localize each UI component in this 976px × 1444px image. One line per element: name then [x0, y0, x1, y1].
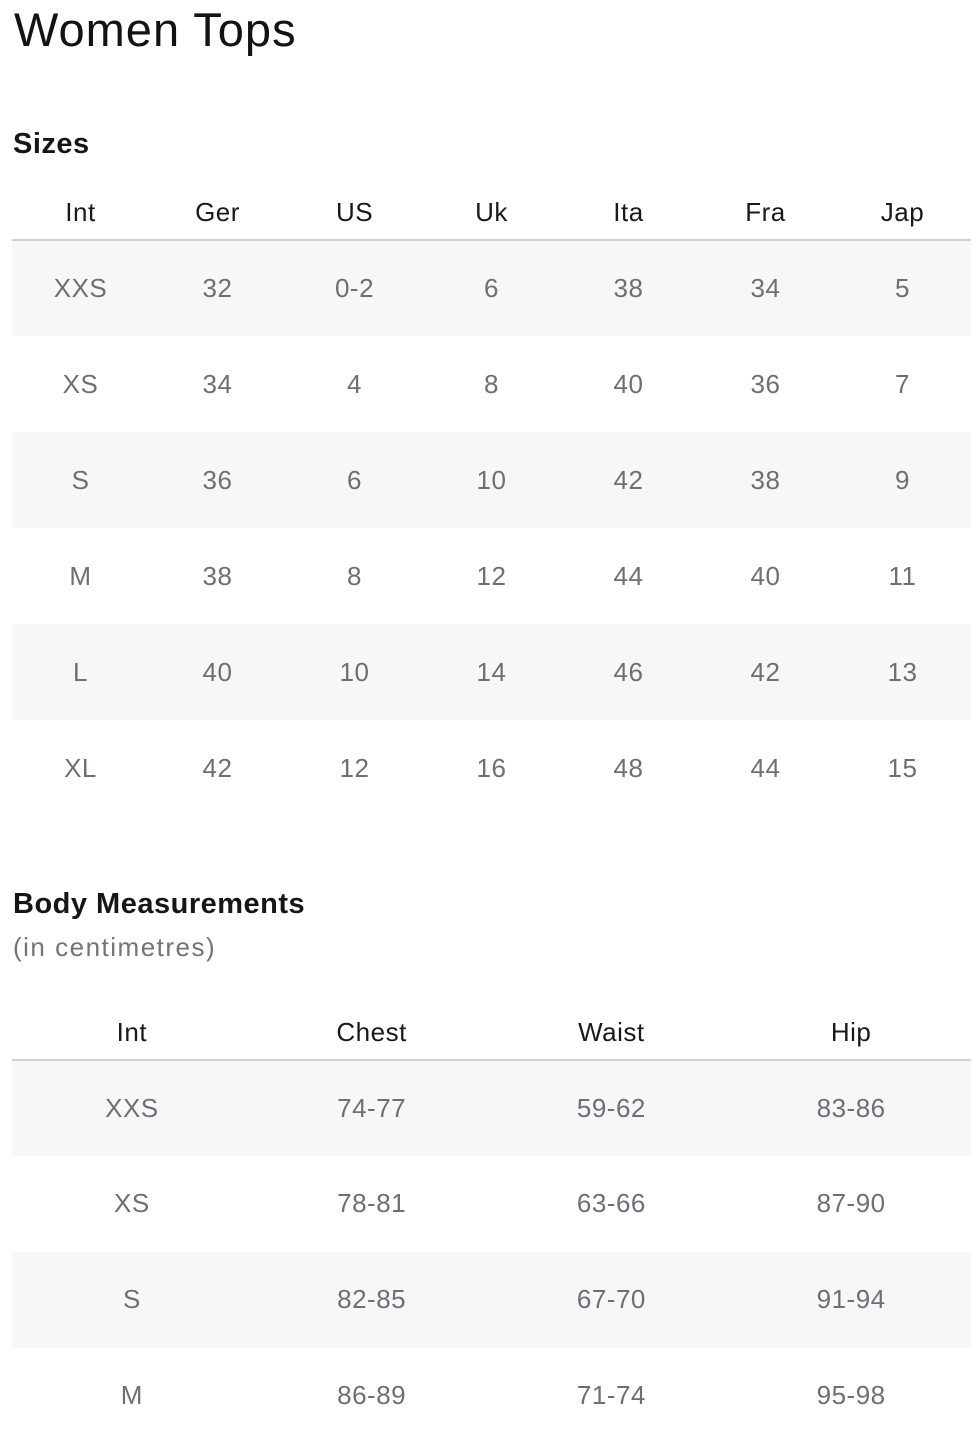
column-header: Int: [12, 186, 149, 242]
table-cell: 48: [613, 752, 644, 783]
column-header: Ger: [149, 186, 286, 242]
table-cell: 12: [476, 560, 507, 591]
table-cell: 83-86: [816, 1092, 886, 1123]
table-cell: 36: [202, 464, 233, 495]
table-row: XS 34 4 8 40 36 7: [12, 336, 971, 432]
table-cell: 86-89: [337, 1380, 407, 1411]
body-measurements-section: Body Measurements (in centimetres) Int Ch…: [0, 889, 976, 1443]
row-size-label: XS: [62, 368, 99, 399]
table-cell: 82-85: [337, 1284, 407, 1315]
table-cell: 74-77: [337, 1092, 407, 1123]
table-cell: 12: [339, 752, 370, 783]
table-cell: 16: [476, 752, 507, 783]
row-size-label: XXS: [53, 273, 108, 304]
column-header: Int: [12, 1005, 252, 1061]
column-header: Waist: [491, 1005, 732, 1061]
column-header: Uk: [423, 186, 560, 242]
table-cell: 14: [476, 656, 507, 687]
table-cell: 78-81: [337, 1188, 407, 1219]
table-row: S 36 6 10 42 38 9: [12, 432, 971, 529]
column-header: US: [286, 186, 423, 242]
body-measurements-heading: Body Measurements: [13, 888, 306, 921]
table-cell: 34: [202, 368, 233, 399]
table-cell: 11: [888, 560, 917, 591]
table-cell: 8: [347, 560, 362, 591]
row-size-label: XL: [64, 752, 97, 783]
table-cell: 59-62: [576, 1092, 646, 1123]
row-size-label: L: [73, 656, 88, 687]
units-note: (in centimetres): [13, 931, 217, 962]
sizes-heading: Sizes: [13, 127, 90, 160]
table-cell: 34: [750, 273, 781, 304]
table-cell: 6: [347, 464, 362, 495]
table-cell: 40: [750, 560, 781, 591]
column-header: Jap: [834, 186, 971, 242]
column-header: Hip: [731, 1005, 971, 1061]
table-cell: 91-94: [816, 1284, 886, 1315]
sizes-table: Int Ger US Uk Ita Fra Jap XXS 32 0-2 6 38 34 5 XS 34 4 8 4…: [12, 186, 971, 816]
sizes-section: Sizes Int Ger US Uk Ita Fra Jap XXS 32 0-2 6 38 34 5 X…: [0, 127, 976, 816]
body-measurements-table: Int Chest Waist Hip XXS 74-77 59-62 83-86 XS 78-8…: [12, 1005, 971, 1444]
table-row: XXS 32 0-2 6 38 34 5: [12, 240, 971, 337]
header-row: Int Ger US Uk Ita Fra Jap: [12, 186, 971, 242]
table-cell: 42: [202, 752, 233, 783]
table-cell: 42: [750, 656, 781, 687]
table-cell: 32: [202, 273, 233, 304]
table-cell: 10: [476, 464, 507, 495]
table-cell: 0-2: [334, 273, 375, 304]
table-cell: 40: [202, 656, 233, 687]
row-size-label: XS: [114, 1188, 150, 1219]
row-size-label: M: [69, 560, 92, 591]
table-cell: 42: [613, 464, 644, 495]
table-row: M 86-89 71-74 95-98: [12, 1348, 971, 1444]
table-cell: 44: [750, 752, 781, 783]
header-row: Int Chest Waist Hip: [12, 1005, 971, 1061]
table-cell: 36: [750, 368, 781, 399]
table-cell: 38: [202, 560, 233, 591]
row-size-label: M: [120, 1380, 143, 1411]
column-header: Ita: [560, 186, 697, 242]
table-cell: 10: [339, 656, 370, 687]
table-cell: 15: [887, 752, 918, 783]
table-cell: 40: [613, 368, 644, 399]
page-title: Women Tops: [14, 3, 297, 56]
table-cell: 67-70: [576, 1284, 646, 1315]
column-header: Fra: [697, 186, 834, 242]
table-cell: 5: [895, 273, 910, 304]
table-row: XS 78-81 63-66 87-90: [12, 1156, 971, 1252]
table-row: L 40 10 14 46 42 13: [12, 624, 971, 721]
table-row: XXS 74-77 59-62 83-86: [12, 1059, 971, 1156]
table-row: S 82-85 67-70 91-94: [12, 1251, 971, 1348]
table-cell: 8: [484, 368, 499, 399]
table-cell: 9: [895, 464, 910, 495]
row-size-label: S: [122, 1284, 141, 1315]
row-size-label: XXS: [105, 1092, 159, 1123]
table-cell: 38: [750, 464, 781, 495]
table-cell: 44: [613, 560, 644, 591]
table-cell: 63-66: [576, 1188, 646, 1219]
table-cell: 95-98: [816, 1380, 886, 1411]
table-row: XL 42 12 16 48 44 15: [12, 720, 971, 816]
row-size-label: S: [71, 464, 90, 495]
table-cell: 4: [347, 368, 362, 399]
table-cell: 13: [887, 656, 918, 687]
table-cell: 6: [484, 273, 499, 304]
table-cell: 71-74: [576, 1380, 646, 1411]
table-row: M 38 8 12 44 40 11: [12, 528, 971, 624]
table-cell: 7: [895, 368, 910, 399]
table-cell: 87-90: [816, 1188, 886, 1219]
table-cell: 38: [613, 273, 644, 304]
table-cell: 46: [613, 656, 644, 687]
column-header: Chest: [251, 1005, 492, 1061]
